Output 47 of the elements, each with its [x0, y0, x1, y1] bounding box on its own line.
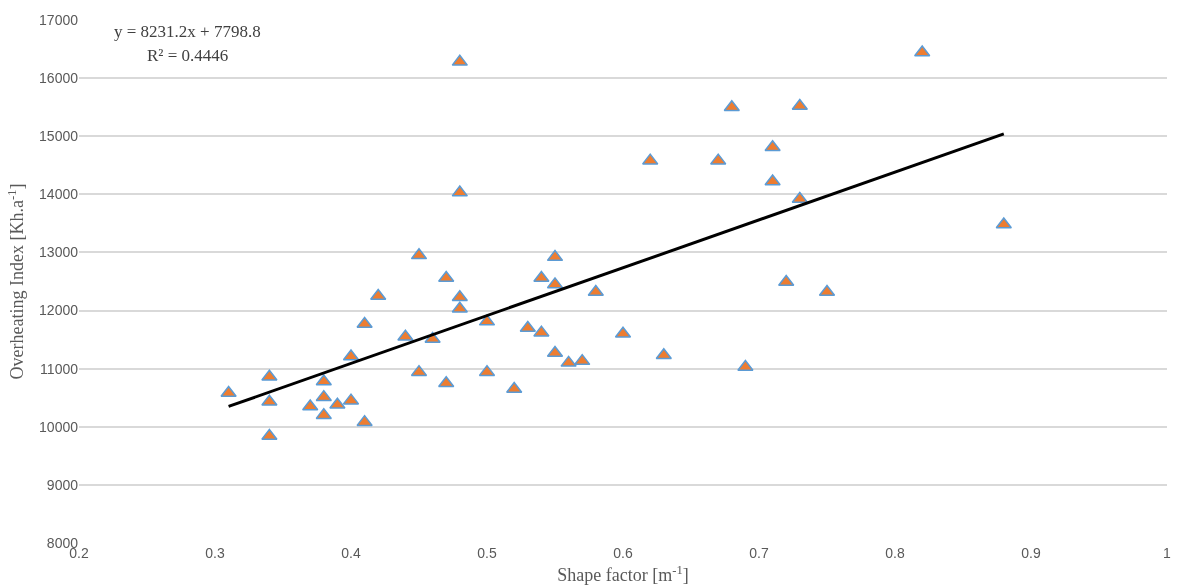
- x-tick-label: 0.8: [885, 545, 905, 561]
- y-tick-label: 11000: [40, 360, 79, 377]
- point: [478, 364, 496, 377]
- x-axis-title: Shape factor [m$^{-1}$]: [557, 562, 689, 586]
- x-tick-label: 0.3: [205, 545, 225, 561]
- point: [261, 394, 278, 406]
- annotation: y = 8231.2x + 7798.8: [114, 22, 261, 41]
- x-tick-label: 0.6: [613, 545, 633, 561]
- point: [533, 325, 550, 337]
- y-tick-label: 15000: [39, 128, 79, 145]
- point: [546, 249, 564, 262]
- y-tick-label: 9000: [46, 476, 79, 493]
- point: [261, 369, 278, 381]
- point: [329, 397, 346, 409]
- y-tick-label: 13000: [39, 244, 79, 261]
- point: [437, 375, 455, 388]
- point: [356, 316, 373, 328]
- point: [315, 389, 333, 402]
- point: [737, 359, 754, 371]
- point: [220, 385, 237, 398]
- y-tick-label: 10000: [39, 418, 79, 435]
- point: [505, 381, 523, 394]
- x-tick-label: 0.7: [749, 545, 769, 561]
- point: [764, 140, 781, 152]
- annotation: R² = 0.4446: [147, 46, 229, 65]
- x-tick-label: 0.4: [341, 545, 361, 561]
- x-tick-label: 1: [1163, 545, 1172, 561]
- point: [369, 288, 387, 301]
- y-tick-label: 17000: [39, 11, 79, 28]
- point: [261, 428, 278, 441]
- point: [451, 289, 469, 302]
- point: [777, 274, 795, 287]
- point: [410, 364, 428, 377]
- x-tick-label: 0.9: [1021, 545, 1041, 561]
- point: [560, 355, 577, 367]
- point: [533, 270, 550, 283]
- point: [573, 353, 591, 366]
- y-tick-label: 16000: [39, 70, 79, 87]
- point: [356, 414, 373, 427]
- point: [397, 329, 414, 341]
- point: [723, 99, 741, 112]
- point: [315, 407, 333, 420]
- y-tick-label: 14000: [39, 186, 79, 203]
- point: [764, 174, 781, 186]
- y-tick-label: 12000: [39, 302, 79, 319]
- point: [437, 270, 455, 283]
- x-tick-label: 0.5: [477, 545, 497, 561]
